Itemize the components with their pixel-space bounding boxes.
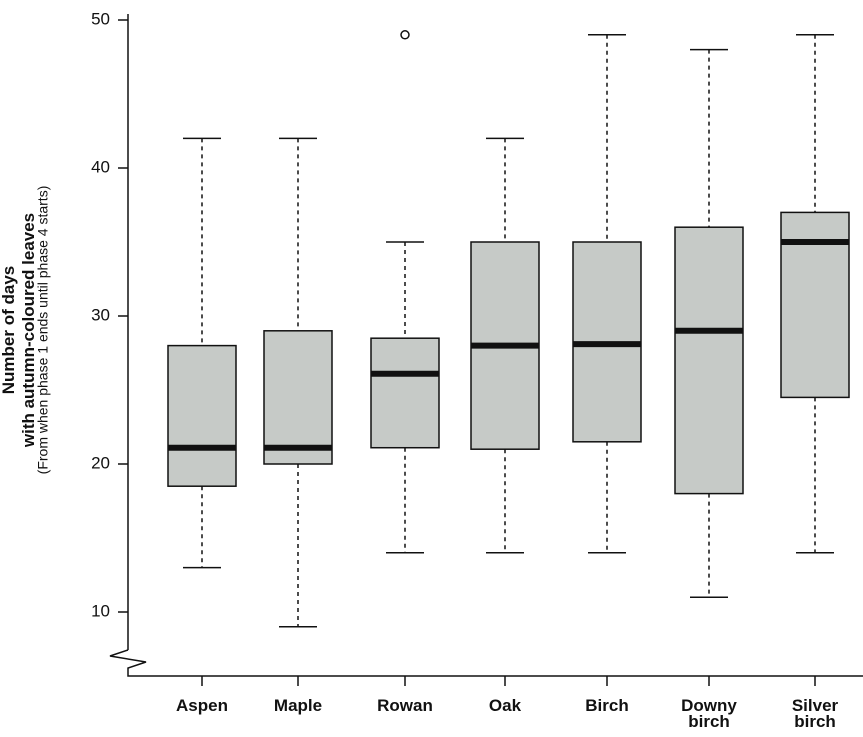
box bbox=[675, 227, 743, 493]
y-tick-label: 10 bbox=[91, 601, 110, 620]
y-tick-label: 50 bbox=[91, 9, 110, 28]
box bbox=[264, 331, 332, 464]
y-tick-label: 40 bbox=[91, 157, 110, 176]
y-axis-sublabel: (From when phase 1 ends until phase 4 st… bbox=[35, 186, 51, 475]
box bbox=[168, 346, 236, 487]
x-tick-label: Oak bbox=[465, 698, 545, 714]
chart: Number of dayswith autumn-coloured leave… bbox=[0, 0, 863, 737]
x-tick-label: Aspen bbox=[162, 698, 242, 714]
y-tick-label: 30 bbox=[91, 305, 110, 324]
box bbox=[371, 338, 439, 448]
x-tick-label: Rowan bbox=[365, 698, 445, 714]
y-tick-label: 20 bbox=[91, 453, 110, 472]
axis-break bbox=[110, 650, 863, 676]
x-tick-label: Birch bbox=[567, 698, 647, 714]
x-tick-label: Silver birch bbox=[775, 698, 855, 730]
outlier bbox=[401, 31, 409, 39]
chart-container: Number of dayswith autumn-coloured leave… bbox=[0, 0, 863, 737]
y-axis-label: Number of dayswith autumn-coloured leave… bbox=[0, 213, 38, 448]
x-tick-label: Downy birch bbox=[669, 698, 749, 730]
x-tick-label: Maple bbox=[258, 698, 338, 714]
